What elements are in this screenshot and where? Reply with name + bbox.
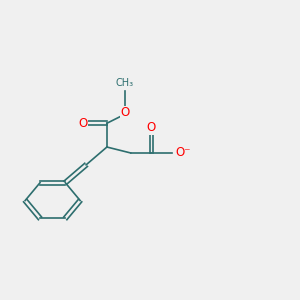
Text: O: O xyxy=(79,117,88,130)
Text: O⁻: O⁻ xyxy=(175,146,191,160)
Text: O: O xyxy=(147,121,156,134)
Text: O: O xyxy=(120,106,129,119)
Text: CH₃: CH₃ xyxy=(116,78,134,88)
